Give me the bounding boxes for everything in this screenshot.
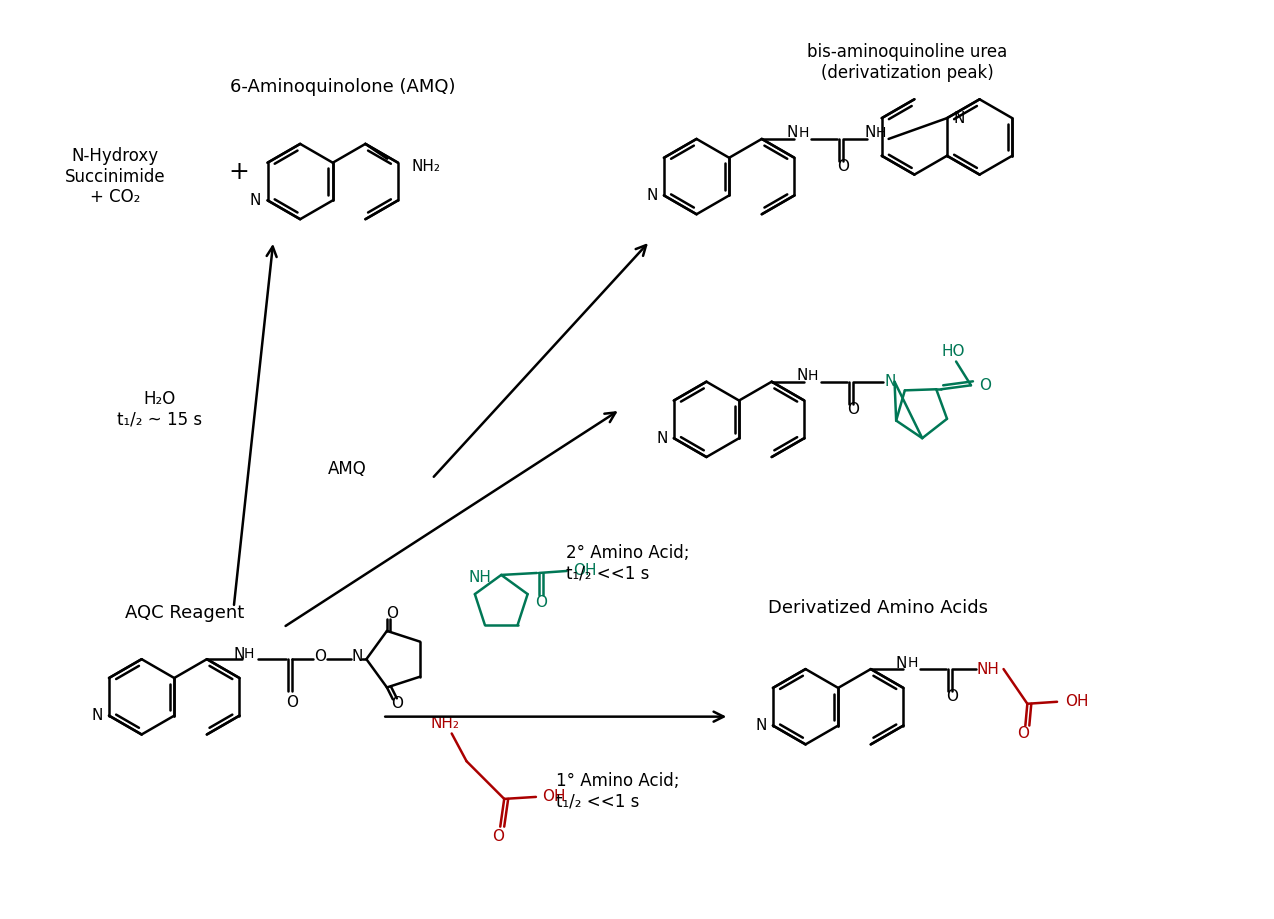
Text: HO: HO — [941, 344, 964, 359]
Text: H: H — [799, 126, 809, 140]
Text: N: N — [885, 374, 897, 390]
Text: N: N — [787, 126, 799, 141]
Text: N-Hydroxy
Succinimide
+ CO₂: N-Hydroxy Succinimide + CO₂ — [65, 147, 166, 207]
Text: H: H — [907, 656, 917, 670]
Text: O: O — [313, 649, 326, 664]
Text: OH: OH — [1065, 694, 1088, 709]
Text: H: H — [808, 369, 818, 383]
Text: O: O — [1018, 726, 1029, 741]
Text: O: O — [535, 596, 547, 610]
Text: AMQ: AMQ — [329, 460, 367, 478]
Text: O: O — [391, 696, 403, 710]
Text: 6-Aminoquinolone (AMQ): 6-Aminoquinolone (AMQ) — [229, 78, 455, 96]
Text: 2° Amino Acid;
t₁/₂ <<1 s: 2° Amino Acid; t₁/₂ <<1 s — [566, 544, 689, 583]
Text: bis-aminoquinoline urea
(derivatization peak): bis-aminoquinoline urea (derivatization … — [808, 43, 1008, 82]
Text: O: O — [978, 378, 991, 392]
Text: NH₂: NH₂ — [412, 159, 441, 175]
Text: N: N — [896, 655, 907, 671]
Text: NH: NH — [468, 571, 490, 585]
Text: N: N — [234, 647, 245, 662]
Text: 1° Amino Acid;
t₁/₂ <<1 s: 1° Amino Acid; t₁/₂ <<1 s — [555, 772, 679, 811]
Text: O: O — [837, 159, 848, 175]
Text: O: O — [492, 829, 505, 844]
Text: N: N — [953, 110, 964, 126]
Text: O: O — [287, 696, 298, 710]
Text: H: H — [243, 647, 254, 661]
Text: OH: OH — [573, 563, 598, 578]
Text: N: N — [755, 718, 767, 733]
Text: O: O — [847, 402, 859, 417]
Text: AQC Reagent: AQC Reagent — [125, 604, 243, 621]
Text: O: O — [947, 689, 958, 704]
Text: N: N — [352, 649, 363, 664]
Text: +: + — [228, 160, 250, 184]
Text: N: N — [656, 431, 668, 446]
Text: N: N — [864, 126, 875, 141]
Text: O: O — [386, 606, 397, 620]
Text: NH: NH — [976, 662, 999, 676]
Text: H: H — [875, 126, 885, 140]
Text: H₂O
t₁/₂ ~ 15 s: H₂O t₁/₂ ~ 15 s — [117, 390, 203, 429]
Text: NH₂: NH₂ — [431, 716, 459, 732]
Text: N: N — [796, 369, 808, 383]
Text: N: N — [92, 709, 103, 723]
Text: OH: OH — [541, 789, 566, 804]
Text: N: N — [250, 193, 261, 208]
Text: Derivatized Amino Acids: Derivatized Amino Acids — [768, 598, 987, 617]
Text: N: N — [646, 187, 657, 203]
